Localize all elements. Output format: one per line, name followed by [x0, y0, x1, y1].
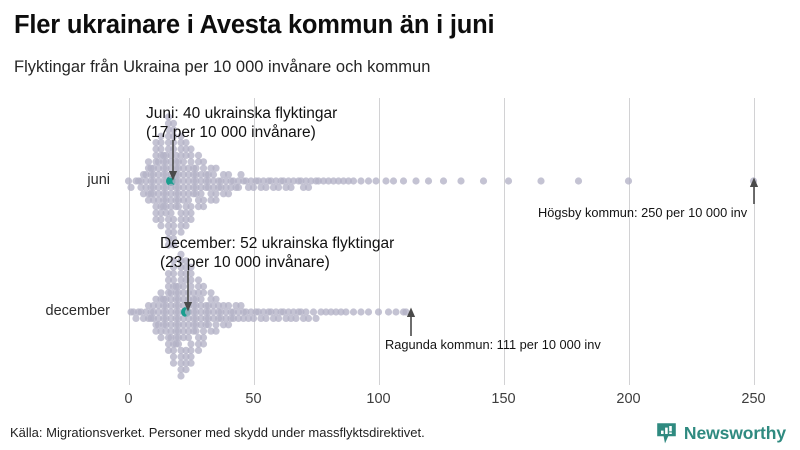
brand-name: Newsworthy	[683, 423, 786, 443]
x-tick-label-100: 100	[366, 391, 391, 407]
x-tick-label-50: 50	[245, 391, 262, 407]
brand-logo: Newsworthy	[656, 420, 786, 446]
gridline-200	[629, 98, 630, 385]
gridline-150	[504, 98, 505, 385]
annotation-hogsby: Högsby kommun: 250 per 10 000 inv	[538, 205, 748, 220]
y-category-label-juni: juni	[87, 172, 110, 188]
gridline-50	[254, 98, 255, 385]
annotation-december-line-1: December: 52 ukrainska flyktingar	[160, 235, 395, 252]
annotation-juni-line-2: (17 per 10 000 invånare)	[146, 124, 316, 141]
annotation-juni: Juni: 40 ukrainska flyktingar (17 per 10 …	[146, 104, 337, 142]
annotation-ragunda: Ragunda kommun: 111 per 10 000 inv	[385, 337, 601, 352]
footer-divider	[0, 411, 800, 412]
bar-chart-pin-icon	[657, 422, 676, 443]
annotation-juni-line-1: Juni: 40 ukrainska flyktingar	[146, 105, 338, 122]
annotation-december: December: 52 ukrainska flyktingar (23 per…	[160, 234, 394, 272]
page-subtitle: Flyktingar från Ukraina per 10 000 invån…	[14, 58, 431, 76]
x-tick-label-250: 250	[741, 391, 766, 407]
page-title: Fler ukrainare i Avesta kommun än i juni	[14, 11, 495, 39]
x-tick-label-150: 150	[491, 391, 516, 407]
gridline-0	[129, 98, 130, 385]
annotation-december-line-2: (23 per 10 000 invånare)	[160, 254, 330, 271]
source-note: Källa: Migrationsverket. Personer med sk…	[10, 425, 425, 440]
x-tick-label-0: 0	[124, 391, 133, 407]
gridline-250	[754, 98, 755, 385]
y-category-label-december: december	[45, 303, 110, 319]
x-tick-label-200: 200	[616, 391, 641, 407]
gridline-100	[379, 98, 380, 385]
